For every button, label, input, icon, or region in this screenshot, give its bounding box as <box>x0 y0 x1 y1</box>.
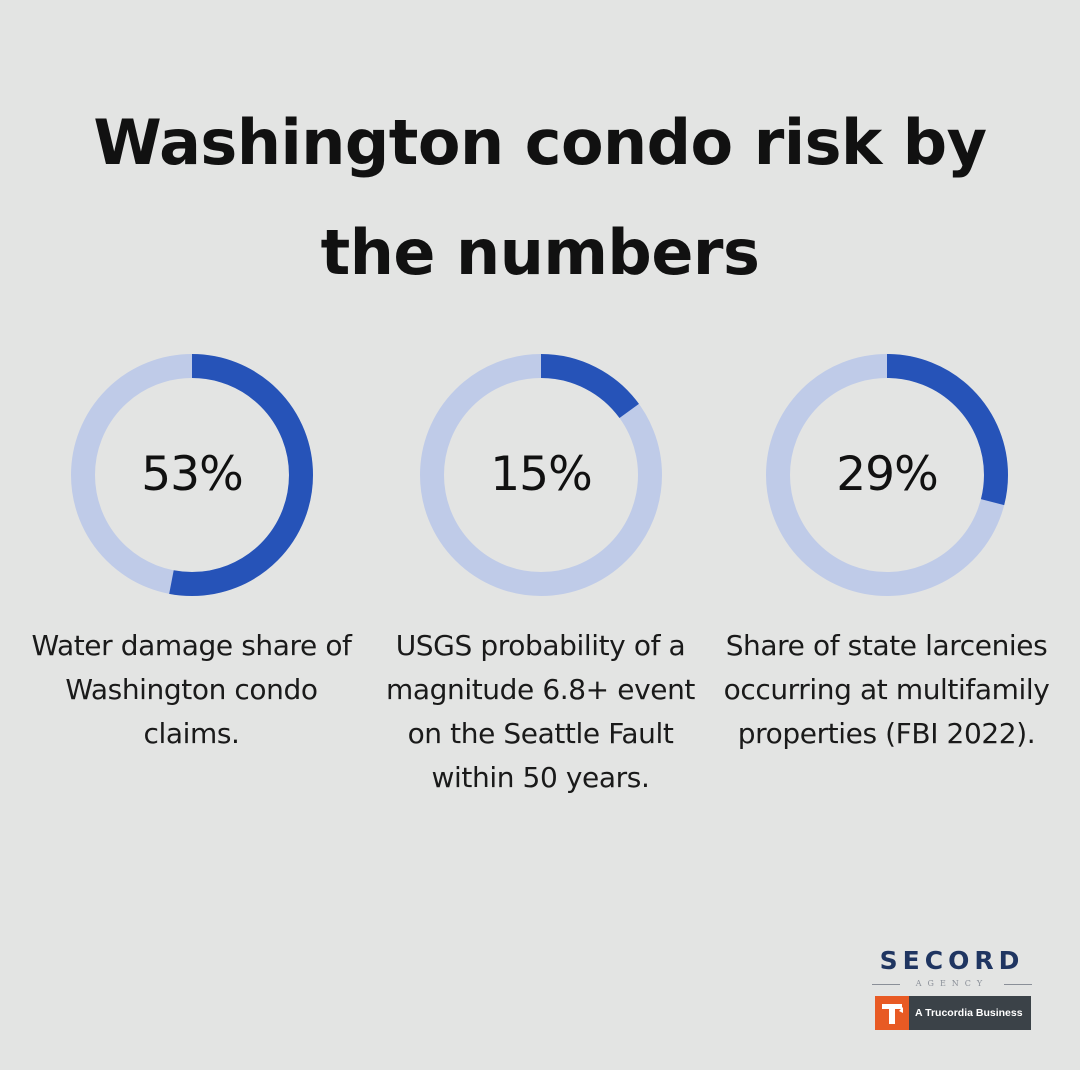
stat-value: 29% <box>836 447 938 502</box>
donut-fill-arc <box>71 354 313 596</box>
donut-chart: 53% <box>71 354 313 596</box>
logo-rule-left <box>872 984 900 985</box>
logo-wordmark: SECORD <box>879 946 1025 975</box>
page-title: Washington condo risk by the numbers <box>93 106 987 289</box>
trucordia-t-icon <box>875 996 909 1030</box>
logo-rule-right <box>1004 984 1032 985</box>
secord-agency-logo: SECORD AGENCY A Trucordia Business <box>862 945 1042 1035</box>
logo-subtitle-text: AGENCY <box>915 979 989 988</box>
donut-svg <box>420 354 662 596</box>
trucordia-tagline: A Trucordia Business <box>915 1007 1023 1019</box>
stat-caption: Water damage share of Washington condo c… <box>31 629 352 750</box>
donut-chart: 29% <box>766 354 1008 596</box>
stat-value: 53% <box>141 447 243 502</box>
donut-chart: 15% <box>420 354 662 596</box>
stat-caption: Share of state larcenies occurring at mu… <box>723 629 1050 750</box>
trucordia-t-glyph <box>882 1004 903 1024</box>
trucordia-badge: A Trucordia Business <box>875 996 1031 1030</box>
logo-subtitle: AGENCY <box>872 977 1032 991</box>
donut-svg <box>766 354 1008 596</box>
donut-fill-arc <box>766 354 1008 596</box>
donut-fill-arc <box>420 354 662 596</box>
stat-value: 15% <box>490 447 592 502</box>
donut-svg <box>71 354 313 596</box>
stat-caption: USGS probability of a magnitude 6.8+ eve… <box>386 629 695 794</box>
